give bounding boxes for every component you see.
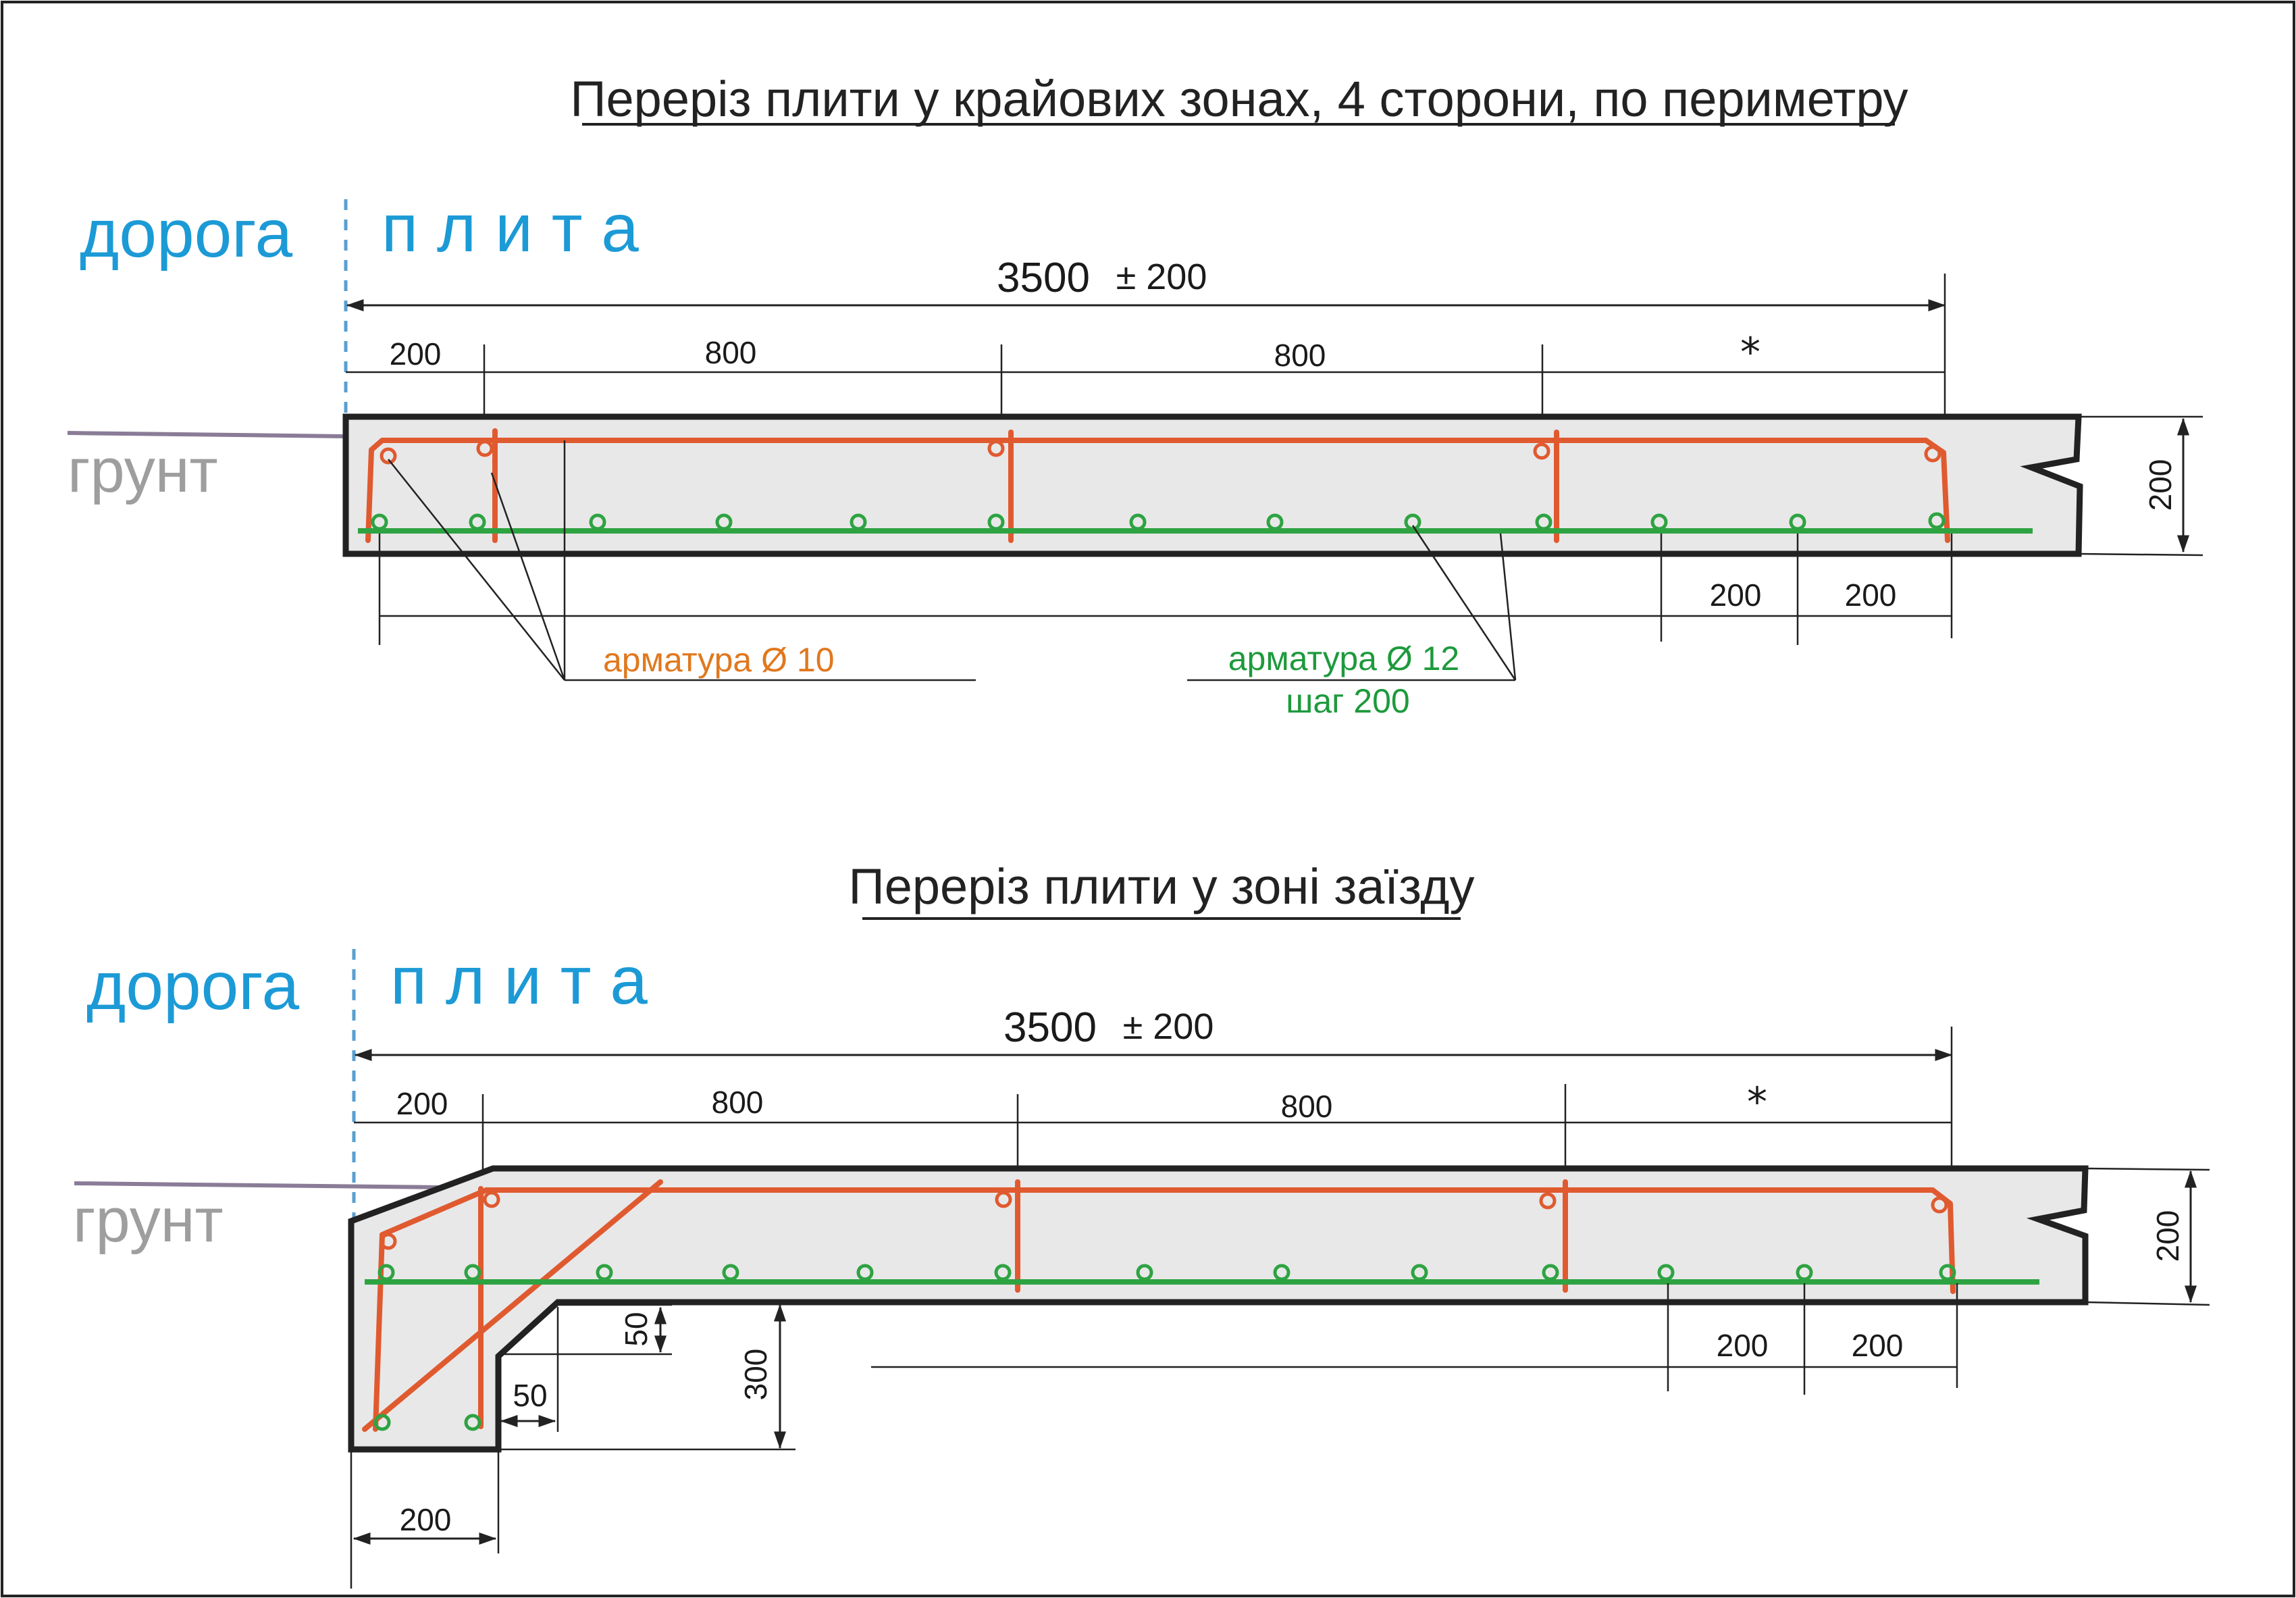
bottom-bar-dot [856,1264,874,1281]
top-dim-star: * [1747,1079,1767,1126]
bottom-bar-dot [1404,513,1421,531]
bottom-bar-dot [373,1414,391,1431]
slab-section [348,1165,2089,1453]
bottom-bar-dot [1535,513,1553,531]
edge-width-value: 200 [400,1502,452,1537]
bottom-bar-dot [1789,513,1806,531]
top-bar-dot [995,1191,1012,1208]
top-bar-dot [1539,1192,1557,1210]
thickness-ext-bottom [2085,1301,2210,1306]
rebar10-label: арматура Ø 10 [603,641,835,679]
zone-slab-label: п л и т а [382,190,639,266]
bottom-bar-dot [722,1264,739,1281]
zone-road-label: дорога [80,196,292,272]
bottom-bar-dot [1136,1264,1153,1281]
bottom-bar-dots [371,512,1946,531]
bottom-bar-dot [589,513,606,531]
section-perimeter: Переріз плити у крайових зонах, 4 сторон… [67,71,2203,720]
bottom-dim-200-a: 200 [1717,1328,1769,1363]
top-bar-dot [380,447,397,465]
thickness-value: 200 [2150,1210,2185,1262]
thickness-ext-top [2085,1167,2210,1171]
top-bar-dot [1533,442,1550,460]
bottom-bar-dot [596,1264,613,1281]
bottom-dim-200-b: 200 [1845,577,1897,613]
ground-label: грунт [68,436,218,505]
ground-label: грунт [73,1186,224,1255]
bottom-bar-dot [1650,513,1668,531]
bottom-bar-dot [850,513,867,531]
total-width-tolerance: ± 200 [1123,1006,1214,1047]
top-dim-star: * [1740,329,1760,376]
leader-line [1411,525,1517,681]
top-bar-dot [483,1191,500,1208]
bottom-bar-dot [1796,1264,1813,1281]
section2-title: Переріз плити у зоні заїзду [849,858,1475,914]
leader-line [1499,533,1517,681]
thickness-value: 200 [2143,459,2178,511]
bottom-bar-dot [987,513,1005,531]
edge-depth-value: 300 [738,1349,773,1401]
total-width-tolerance: ± 200 [1116,257,1207,297]
top-dim-200: 200 [390,336,442,371]
zone-slab-label: п л и т а [390,943,648,1019]
bottom-dim-200-b: 200 [1852,1328,1904,1363]
bottom-bar-dot [1273,1264,1290,1281]
bottom-bar-dot [1939,1264,1956,1281]
bottom-bar-dot [1129,513,1147,531]
top-dim-800-a: 800 [705,335,757,370]
diagonal-bar [362,1179,663,1432]
top-bar-dot [1924,445,1941,463]
chamfer-h-value: 50 [513,1378,547,1413]
bottom-bar-dot [1657,1264,1675,1281]
slab-section [342,413,2083,557]
rebar10-leader [388,440,976,681]
rebar12-leader [1187,525,1517,681]
bottom-bar-dot [715,513,733,531]
top-rebar-d10 [365,438,1950,543]
bottom-dim-200-a: 200 [1710,577,1762,613]
total-width-value: 3500 [1003,1004,1097,1051]
section-entry: Переріз плити у зоні заїзду дорога п л и… [73,858,2210,1589]
leader-line [490,472,566,681]
ground-line [67,431,346,438]
bottom-bar-dot [1542,1264,1559,1281]
section1-title: Переріз плити у крайових зонах, 4 сторон… [570,71,1908,127]
bottom-bar-dot [371,513,388,531]
total-width-value: 3500 [997,255,1090,301]
bottom-bar-dot [1266,513,1284,531]
chamfer-v-value: 50 [619,1312,654,1346]
bottom-bar-dot [464,1264,481,1281]
thickness-ext-bottom [2078,552,2203,557]
bottom-bar-dot [464,1414,481,1431]
top-bar-dot [476,440,494,457]
bottom-bar-dot [1411,1264,1428,1281]
zone-road-label: дорога [86,948,299,1024]
top-dim-200: 200 [396,1086,448,1121]
bottom-bar-dot [469,513,486,531]
bottom-bar-dot [1928,512,1946,530]
ground-line [74,1181,446,1189]
bottom-bar-dot [994,1264,1012,1281]
top-dim-800-b: 800 [1281,1089,1333,1124]
bottom-bar-dot [377,1264,395,1281]
top-bar-dot [380,1233,397,1250]
leader-line [388,459,565,681]
top-bar-dot [987,440,1005,457]
top-dim-800-b: 800 [1274,338,1326,373]
rebar12-pitch: шаг 200 [1286,682,1409,720]
top-bar-dot [1931,1196,1948,1214]
rebar12-label: арматура Ø 12 [1228,640,1460,677]
bottom-bar-dots [373,1264,1956,1431]
top-dim-800-a: 800 [712,1085,764,1120]
